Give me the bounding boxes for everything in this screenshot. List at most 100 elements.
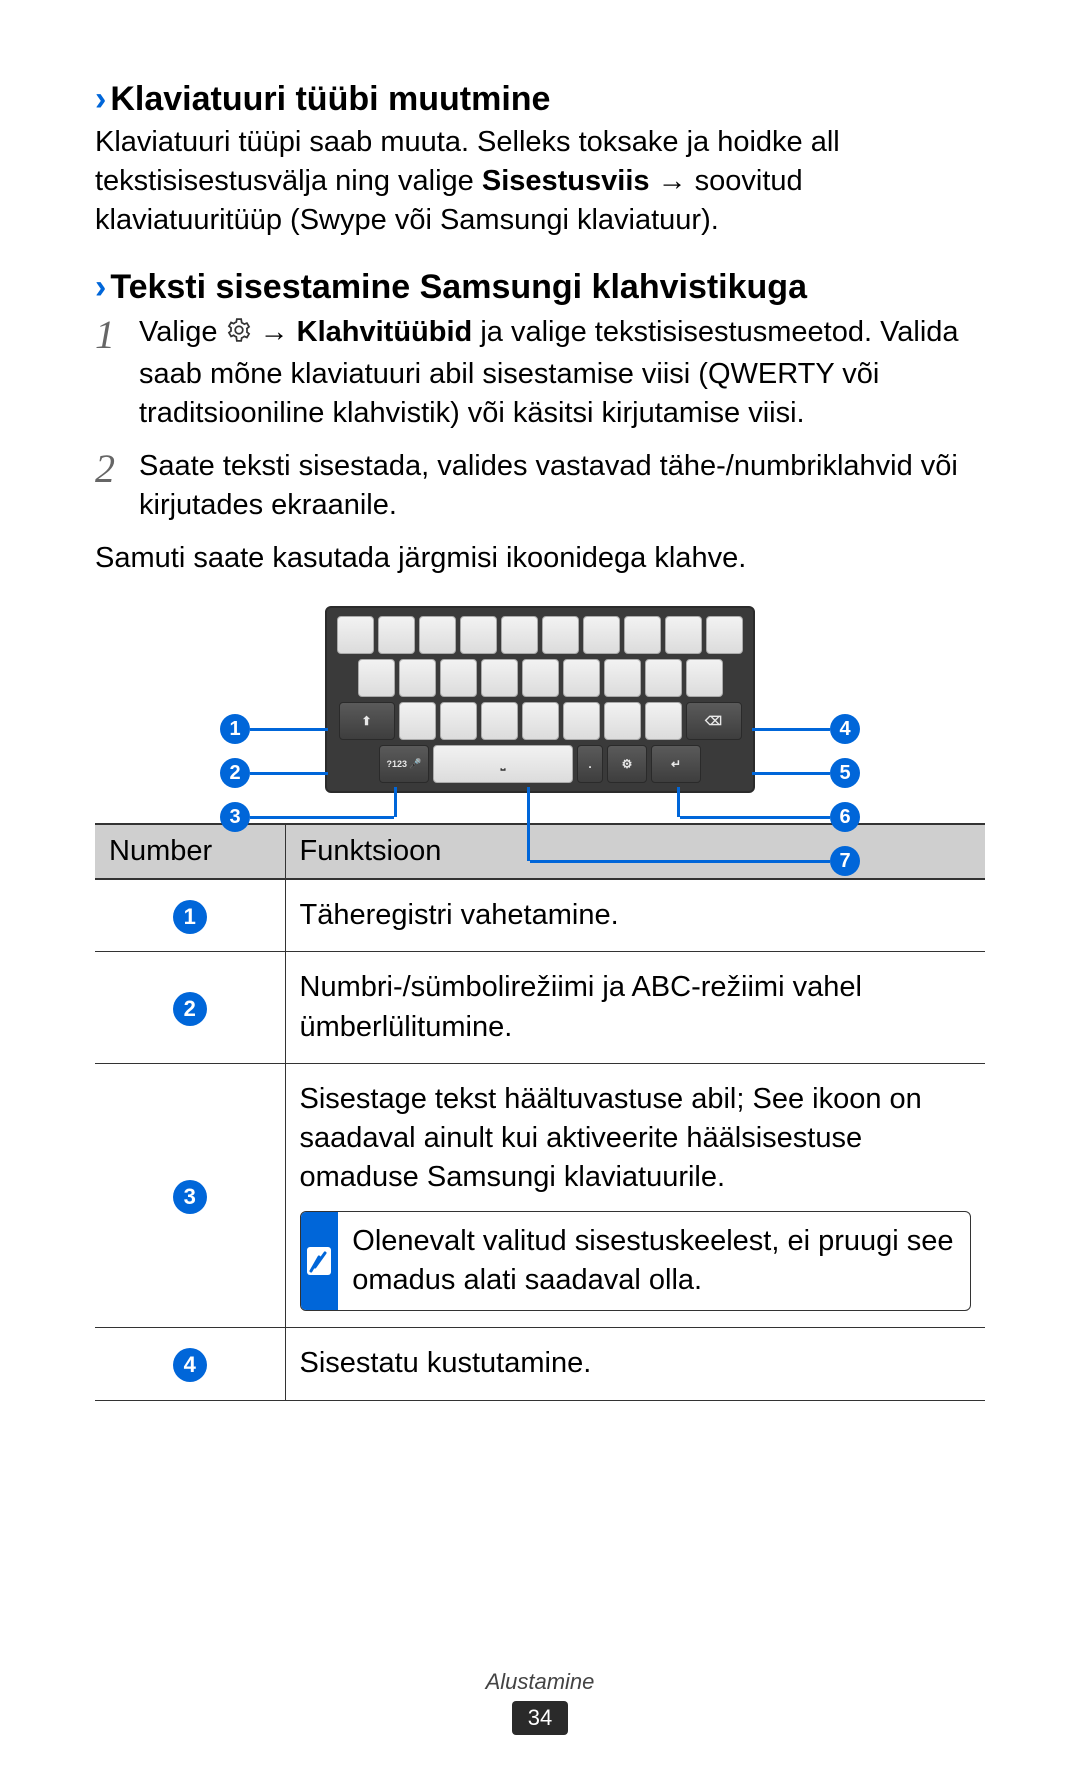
callout-7: 7 [527,846,860,876]
key [440,659,477,697]
callout-2: 2 [220,758,328,788]
callout-line [752,728,830,731]
keyboard-row-3: ⬆ ⌫ [337,702,743,740]
shift-icon: ⬆ [361,714,371,728]
step-1-body: Valige → Klahvitüübid ja valige tekstisi… [139,313,985,432]
step-1-mid: → [252,316,297,348]
key [337,616,374,654]
key [645,659,682,697]
step-1-number: 1 [95,313,139,432]
callout-line [752,772,830,775]
callout-line [680,816,830,819]
table-row: 4 Sisestatu kustutamine. [95,1328,985,1400]
note-box: Olenevalt valitud sisestuskeelest, ei pr… [300,1211,972,1311]
symbol-key: ?123 🎤 [379,745,429,783]
function-table: Number Funktsioon 1 Täheregistri vahetam… [95,823,985,1400]
footer-section-label: Alustamine [0,1669,1080,1695]
callout-line [250,728,328,731]
space-icon: ⎵ [501,757,506,772]
callout-badge: 1 [220,714,250,744]
note-icon-cell [301,1212,339,1310]
table-cell-text: Täheregistri vahetamine. [285,879,985,952]
key [563,702,600,740]
step-list: 1 Valige → Klahvitüübid ja valige teksti… [95,313,985,525]
table-cell-num: 2 [95,952,285,1063]
heading-2: ›Teksti sisestamine Samsungi klahvistiku… [95,268,985,307]
para-1-bold: Sisestusviis [482,165,650,197]
callout-line-v [394,787,397,817]
step-2: 2 Saate teksti sisestada, valides vastav… [95,447,985,525]
callout-line [250,772,328,775]
callout-line [250,816,394,819]
key [624,616,661,654]
key [583,616,620,654]
key [440,702,477,740]
table-cell-num: 1 [95,879,285,952]
callout-badge: 7 [830,846,860,876]
page-footer: Alustamine 34 [0,1669,1080,1735]
key [358,659,395,697]
gear-icon: ⚙ [622,757,633,771]
row-2-badge: 2 [173,992,207,1026]
callout-line [530,860,830,863]
step-1: 1 Valige → Klahvitüübid ja valige teksti… [95,313,985,432]
table-cell-text: Sisestage tekst häältuvastuse abil; See … [285,1063,985,1328]
callout-line-v [527,787,530,861]
key [604,702,641,740]
note-text: Olenevalt valitud sisestuskeelest, ei pr… [338,1212,970,1310]
callout-5: 5 [752,758,860,788]
key [481,702,518,740]
callout-badge: 6 [830,802,860,832]
gear-icon [226,315,252,354]
keyboard-row-2 [337,659,743,697]
chevron-icon: › [95,268,106,306]
keyboard-row-1 [337,616,743,654]
callout-badge: 2 [220,758,250,788]
backspace-icon: ⌫ [705,714,722,728]
callout-badge: 4 [830,714,860,744]
key [706,616,743,654]
table-header-number: Number [95,824,285,879]
key [542,616,579,654]
table-row: 1 Täheregistri vahetamine. [95,879,985,952]
mic-icon: 🎤 [409,759,421,770]
key [481,659,518,697]
step-2-number: 2 [95,447,139,525]
symbol-label: ?123 [387,759,408,769]
row-3-text: Sisestage tekst häältuvastuse abil; See … [300,1083,922,1193]
para-after-steps: Samuti saate kasutada järgmisi ikoonideg… [95,539,985,578]
callout-6: 6 [677,802,860,832]
section-samsung-keyboard: ›Teksti sisestamine Samsungi klahvistiku… [95,268,985,578]
callout-badge: 3 [220,802,250,832]
key [522,702,559,740]
table-row: 3 Sisestage tekst häältuvastuse abil; Se… [95,1063,985,1328]
key [563,659,600,697]
callout-1: 1 [220,714,328,744]
settings-key: ⚙ [607,745,647,783]
backspace-key: ⌫ [686,702,742,740]
step-2-body: Saate teksti sisestada, valides vastavad… [139,447,985,525]
key [604,659,641,697]
key [378,616,415,654]
keyboard-diagram: ⬆ ⌫ ?123 🎤 ⎵ . ⚙ ↵ 1 2 3 4 5 [220,606,860,793]
key [686,659,723,697]
heading-2-text: Teksti sisestamine Samsungi klahvistikug… [110,268,807,306]
callout-line-v [677,787,680,817]
key [522,659,559,697]
heading-1: ›Klaviatuuri tüübi muutmine [95,80,985,119]
chevron-icon: › [95,80,106,118]
key [665,616,702,654]
key [399,659,436,697]
step-1-pre: Valige [139,316,226,348]
table-cell-num: 3 [95,1063,285,1328]
key [645,702,682,740]
row-1-badge: 1 [173,900,207,934]
callout-3: 3 [220,802,397,832]
row-4-badge: 4 [173,1348,207,1382]
para-1: Klaviatuuri tüüpi saab muuta. Selleks to… [95,123,985,240]
shift-key: ⬆ [339,702,395,740]
keyboard-panel: ⬆ ⌫ ?123 🎤 ⎵ . ⚙ ↵ [325,606,755,793]
key [419,616,456,654]
key [399,702,436,740]
page-number-badge: 34 [512,1701,568,1735]
